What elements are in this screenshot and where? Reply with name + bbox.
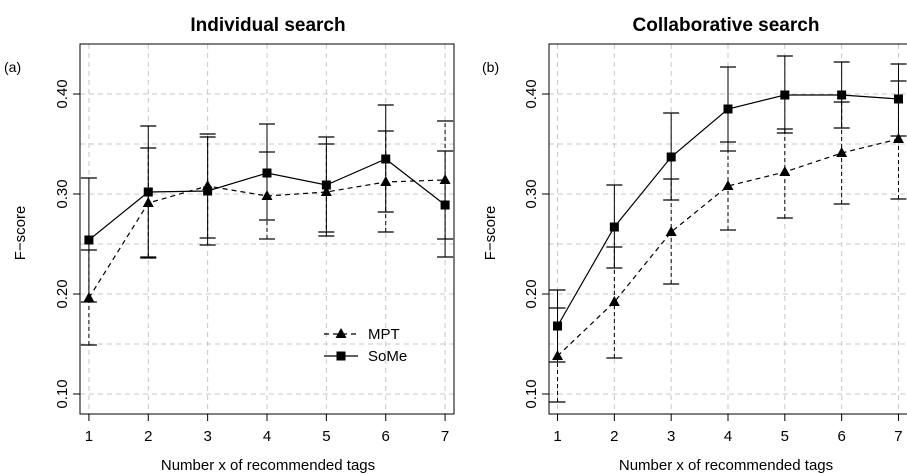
x-tick-label: 6 [837, 428, 845, 445]
y-tick-label: 0.20 [54, 279, 71, 308]
panel-label: (a) [4, 59, 21, 75]
data-point-mpt [665, 226, 677, 236]
legend-marker-triangle [335, 328, 347, 338]
y-tick-label: 0.10 [54, 379, 71, 408]
data-point-mpt [722, 180, 734, 190]
y-tick-label: 0.40 [54, 79, 71, 108]
legend-label-mpt: MPT [368, 326, 400, 343]
y-tick-label: 0.10 [523, 379, 540, 408]
y-tick-label: 0.30 [523, 179, 540, 208]
data-point-some [143, 187, 153, 197]
data-point-some [780, 90, 790, 100]
y-tick-label: 0.40 [523, 79, 540, 108]
y-axis-label: F−score [482, 206, 499, 261]
data-point-mpt [836, 147, 848, 157]
y-tick-label: 0.20 [523, 279, 540, 308]
y-axis-label: F−score [12, 206, 29, 261]
panel-individual-search: Individual search (a) F−score Number x o… [4, 15, 455, 474]
chart-title: Collaborative search [633, 15, 820, 36]
x-tick-label: 1 [553, 428, 561, 445]
x-tick-label: 5 [781, 428, 789, 445]
x-tick-label: 3 [203, 428, 211, 445]
data-point-some [84, 235, 94, 245]
data-point-mpt [608, 296, 620, 306]
x-tick-label: 5 [322, 428, 330, 445]
x-tick-label: 7 [441, 428, 449, 445]
data-point-some [893, 94, 903, 104]
plot-area: 1 2 3 4 5 6 7 0.10 0.20 0.30 0.40 MPT SoMe [54, 43, 455, 445]
data-point-some [553, 321, 563, 331]
data-point-some [609, 222, 619, 232]
plot-frame [548, 43, 907, 415]
data-point-some [321, 180, 331, 190]
data-point-mpt [779, 166, 791, 176]
data-point-some [440, 200, 450, 210]
y-tick-label: 0.30 [54, 179, 71, 208]
x-tick-label: 4 [263, 428, 271, 445]
plot-area: 1 2 3 4 5 6 7 0.10 0.20 0.30 0.40 [523, 43, 907, 445]
legend: MPT SoMe [324, 326, 407, 365]
data-point-some [262, 168, 272, 178]
panel-collaborative-search: Collaborative search (b) F−score Number … [482, 15, 907, 474]
chart-title: Individual search [190, 15, 345, 36]
x-tick-label: 6 [382, 428, 390, 445]
legend-marker-square [336, 351, 346, 361]
x-tick-label: 2 [610, 428, 618, 445]
x-axis-label: Number x of recommended tags [619, 457, 833, 474]
plot-content [549, 43, 907, 414]
data-point-some [723, 104, 733, 114]
x-tick-label: 4 [724, 428, 732, 445]
panel-label: (b) [482, 59, 499, 75]
data-point-some [837, 90, 847, 100]
x-axis-label: Number x of recommended tags [161, 457, 375, 474]
plot-content [80, 43, 454, 414]
x-tick-label: 1 [85, 428, 93, 445]
x-tick-label: 2 [144, 428, 152, 445]
x-tick-label: 3 [667, 428, 675, 445]
data-point-some [666, 152, 676, 162]
legend-label-some: SoMe [368, 348, 407, 365]
data-point-some [203, 186, 213, 196]
x-tick-label: 7 [894, 428, 902, 445]
data-point-mpt [892, 133, 904, 143]
data-point-some [381, 154, 391, 164]
